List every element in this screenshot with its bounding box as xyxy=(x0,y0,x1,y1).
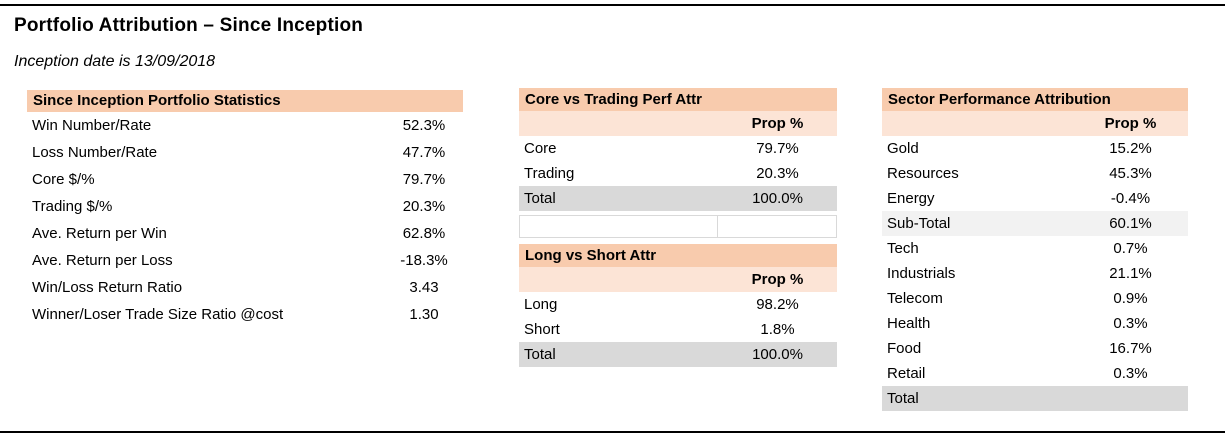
row-label: Ave. Return per Loss xyxy=(32,252,173,269)
row-label: Resources xyxy=(887,165,959,182)
row-value: 1.30 xyxy=(409,306,439,323)
empty-cells-row xyxy=(519,215,837,238)
row-label: Telecom xyxy=(887,290,943,307)
row-label: Industrials xyxy=(887,265,956,282)
row-value: 79.7% xyxy=(756,140,799,157)
row-value: 45.3% xyxy=(1109,165,1152,182)
row-label: Food xyxy=(887,340,922,357)
row-value: 62.8% xyxy=(402,225,446,242)
long-short-table-header: Long vs Short Attr xyxy=(519,244,837,267)
bottom-rule xyxy=(0,431,1225,433)
table-row: Win Number/Rate 52.3% xyxy=(27,112,463,139)
row-label: Total xyxy=(524,346,556,363)
table-row: Long 98.2% xyxy=(519,292,837,317)
row-value: 0.3% xyxy=(1113,315,1148,332)
table-row: Win/Loss Return Ratio 3.43 xyxy=(27,274,463,301)
row-value: 52.3% xyxy=(402,117,446,134)
total-row: Total xyxy=(882,386,1188,411)
column-header-row: Prop % xyxy=(519,111,837,136)
row-value: 79.7% xyxy=(402,171,446,188)
table-row: Gold 15.2% xyxy=(882,136,1188,161)
row-label: Core xyxy=(524,140,557,157)
total-row: Total 100.0% xyxy=(519,342,837,367)
sector-table: Sector Performance Attribution Prop % Go… xyxy=(882,88,1188,411)
subtotal-row: Sub-Total 60.1% xyxy=(882,211,1188,236)
row-value: 0.3% xyxy=(1113,365,1148,382)
page-title: Portfolio Attribution – Since Inception xyxy=(14,15,364,36)
prop-percent-header: Prop % xyxy=(1104,115,1157,132)
row-value: 98.2% xyxy=(756,296,799,313)
row-value: 20.3% xyxy=(756,165,799,182)
row-value: 100.0% xyxy=(752,346,803,363)
row-label: Retail xyxy=(887,365,926,382)
row-value: 60.1% xyxy=(1109,215,1152,232)
row-label: Core $/% xyxy=(32,171,95,188)
core-trading-table-header: Core vs Trading Perf Attr xyxy=(519,88,837,111)
row-value: 100.0% xyxy=(752,190,803,207)
table-row: Tech 0.7% xyxy=(882,236,1188,261)
row-value: 20.3% xyxy=(402,198,446,215)
row-label: Long xyxy=(524,296,558,313)
sector-table-header: Sector Performance Attribution xyxy=(882,88,1188,111)
row-value: 21.1% xyxy=(1109,265,1152,282)
row-label: Total xyxy=(887,390,919,407)
empty-cell xyxy=(519,215,718,238)
row-value: 0.7% xyxy=(1113,240,1148,257)
row-label: Ave. Return per Win xyxy=(32,225,167,242)
table-row: Core 79.7% xyxy=(519,136,837,161)
row-label: Loss Number/Rate xyxy=(32,144,158,161)
table-row: Loss Number/Rate 47.7% xyxy=(27,139,463,166)
row-value: 16.7% xyxy=(1109,340,1152,357)
column-header-row: Prop % xyxy=(519,267,837,292)
row-label: Energy xyxy=(887,190,935,207)
row-label: Trading xyxy=(524,165,575,182)
table-row: Energy -0.4% xyxy=(882,186,1188,211)
row-label: Win/Loss Return Ratio xyxy=(32,279,183,296)
row-value: 47.7% xyxy=(402,144,446,161)
row-label: Trading $/% xyxy=(32,198,113,215)
table-row: Industrials 21.1% xyxy=(882,261,1188,286)
table-row: Telecom 0.9% xyxy=(882,286,1188,311)
table-row: Trading 20.3% xyxy=(519,161,837,186)
row-label: Tech xyxy=(887,240,919,257)
table-row: Short 1.8% xyxy=(519,317,837,342)
table-row: Ave. Return per Loss -18.3% xyxy=(27,247,463,274)
empty-cell xyxy=(718,215,837,238)
row-label: Win Number/Rate xyxy=(32,117,152,134)
row-label: Short xyxy=(524,321,560,338)
row-value: 3.43 xyxy=(409,279,439,296)
prop-percent-header: Prop % xyxy=(751,271,804,288)
row-value: 0.9% xyxy=(1113,290,1148,307)
table-row: Resources 45.3% xyxy=(882,161,1188,186)
row-label: Health xyxy=(887,315,931,332)
table-row: Retail 0.3% xyxy=(882,361,1188,386)
row-value: -18.3% xyxy=(400,252,448,269)
row-label: Sub-Total xyxy=(887,215,951,232)
attribution-column: Core vs Trading Perf Attr Prop % Core 79… xyxy=(519,88,837,367)
top-rule xyxy=(0,4,1225,6)
table-row: Food 16.7% xyxy=(882,336,1188,361)
column-header-row: Prop % xyxy=(882,111,1188,136)
table-row: Winner/Loser Trade Size Ratio @cost 1.30 xyxy=(27,301,463,328)
row-value: -0.4% xyxy=(1110,190,1151,207)
table-row: Health 0.3% xyxy=(882,311,1188,336)
row-label: Gold xyxy=(887,140,919,157)
row-label: Winner/Loser Trade Size Ratio @cost xyxy=(32,306,284,323)
row-value: 15.2% xyxy=(1109,140,1152,157)
stats-table-header: Since Inception Portfolio Statistics xyxy=(27,90,463,112)
table-row: Ave. Return per Win 62.8% xyxy=(27,220,463,247)
total-row: Total 100.0% xyxy=(519,186,837,211)
prop-percent-header: Prop % xyxy=(751,115,804,132)
stats-table: Since Inception Portfolio Statistics Win… xyxy=(27,90,463,328)
table-row: Core $/% 79.7% xyxy=(27,166,463,193)
table-row: Trading $/% 20.3% xyxy=(27,193,463,220)
row-label: Total xyxy=(524,190,556,207)
inception-date-note: Inception date is 13/09/2018 xyxy=(14,53,216,70)
row-value: 1.8% xyxy=(760,321,795,338)
